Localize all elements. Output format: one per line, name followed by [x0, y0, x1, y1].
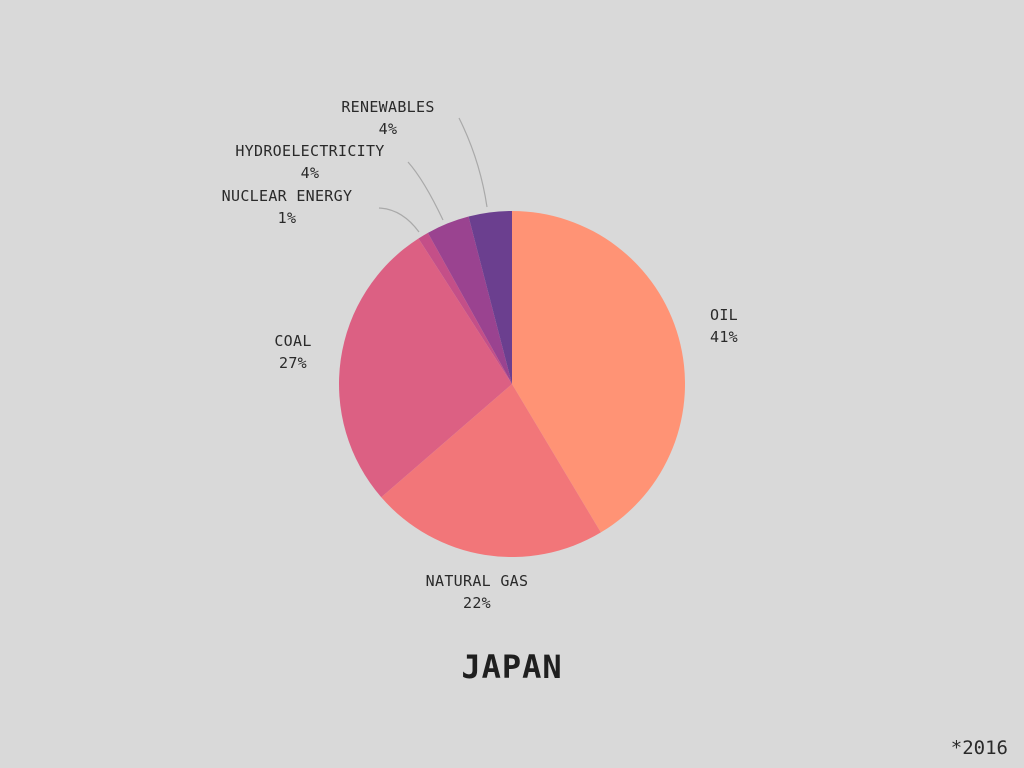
pie-slice-oil	[512, 211, 686, 533]
footnote: *2016	[950, 737, 1008, 759]
slice-name-renewables: RENEWABLES	[341, 98, 434, 116]
slice-percent-renewables: 4%	[379, 120, 398, 138]
pie-slice-renewables	[468, 211, 512, 384]
slice-percent-oil: 41%	[710, 328, 738, 346]
leader-line-hydroelectricity	[407, 161, 444, 221]
slice-percent-coal: 27%	[279, 354, 307, 372]
chart-title: JAPAN	[461, 648, 563, 686]
pie-slices	[339, 211, 686, 557]
pie-slice-coal	[339, 238, 512, 498]
pie-slice-nuclear-energy	[418, 232, 512, 384]
leader-lines	[378, 117, 488, 233]
slice-labels: OIL 41% NATURAL GAS 22% COAL 27% NUCLEAR ENERG…	[222, 98, 738, 612]
slice-name-nuclear-energy: NUCLEAR ENERGY	[222, 187, 353, 205]
pie-slice-natural-gas	[381, 384, 601, 557]
slice-name-oil: OIL	[710, 306, 738, 324]
leader-line-renewables	[458, 117, 488, 208]
leader-line-nuclear-energy	[378, 207, 420, 233]
slice-percent-natural-gas: 22%	[463, 594, 491, 612]
pie-slice-hydroelectricity	[427, 216, 512, 384]
slice-percent-nuclear-energy: 1%	[278, 209, 297, 227]
slice-name-natural-gas: NATURAL GAS	[426, 572, 529, 590]
slice-percent-hydroelectricity: 4%	[301, 164, 320, 182]
slice-name-coal: COAL	[274, 332, 311, 350]
slice-name-hydroelectricity: HYDROELECTRICITY	[235, 142, 384, 160]
